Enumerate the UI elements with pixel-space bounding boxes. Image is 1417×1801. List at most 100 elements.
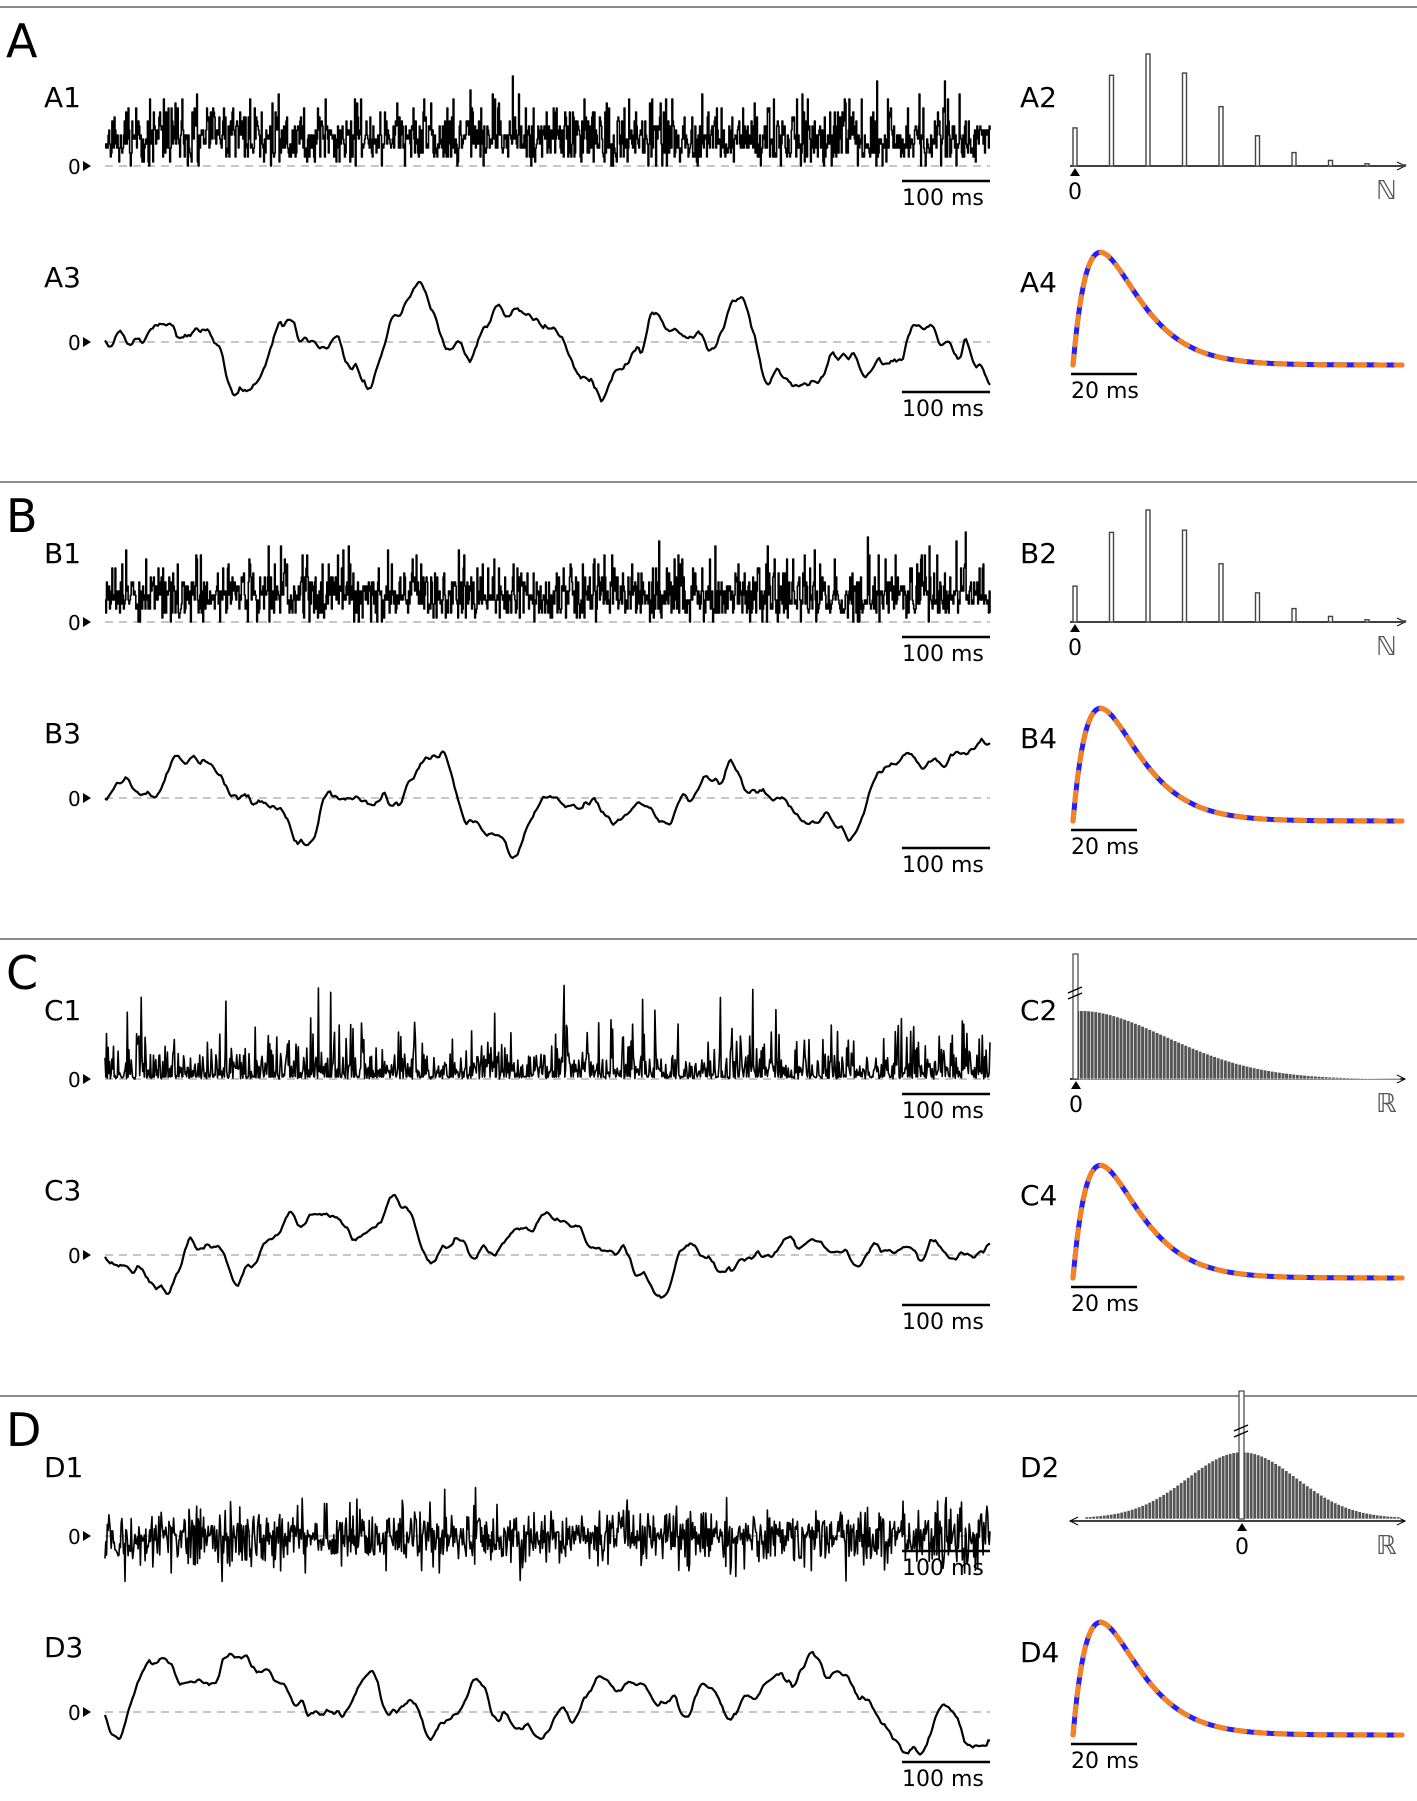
hist-bar <box>1079 1010 1084 1080</box>
hist-bar <box>1382 1515 1387 1520</box>
hist-bar <box>1363 1077 1368 1080</box>
zero-tick-label: 0 <box>68 1068 81 1092</box>
autocorr-theory-line <box>1070 1619 1405 1738</box>
subpanel-label: A2 <box>1020 81 1057 114</box>
hist-bar <box>1214 1458 1219 1520</box>
hist-bar <box>1161 1494 1166 1520</box>
hist-bar <box>1116 1512 1121 1520</box>
hist-bar <box>1084 1516 1089 1520</box>
hist-bar <box>1320 1076 1325 1080</box>
zero-arrow-icon <box>83 793 91 803</box>
dist-bar <box>1218 105 1224 167</box>
hist-bar <box>1205 1053 1210 1080</box>
autocorr-scalebar-label: 20 ms <box>1071 835 1139 860</box>
hist-bar <box>1313 1075 1318 1080</box>
hist-bar <box>1109 1514 1114 1520</box>
hist-bar <box>1356 1077 1361 1080</box>
hist-bar <box>1315 1492 1320 1520</box>
hist-bar <box>1172 1040 1178 1080</box>
hist-bar <box>1385 1515 1390 1520</box>
hist-bar <box>1196 1469 1201 1520</box>
trace-line <box>104 1486 991 1583</box>
dist-bar <box>1181 72 1188 167</box>
trace-line <box>104 984 991 1080</box>
hist-bar <box>1217 1457 1222 1520</box>
dist-bar <box>1364 619 1370 623</box>
hist-bar <box>1249 1452 1254 1520</box>
hist-bar <box>1294 1477 1299 1520</box>
subpanel-label: C1 <box>44 994 81 1027</box>
dist-bar <box>1364 163 1370 167</box>
hist-bar <box>1137 1506 1142 1520</box>
hist-bar <box>1342 1077 1347 1080</box>
panel-letter: B <box>6 489 38 543</box>
axis-break-icon <box>1233 1424 1249 1438</box>
hist-bar <box>1266 1459 1271 1520</box>
hist-bar <box>1221 1455 1226 1520</box>
dist-bar <box>1254 135 1261 167</box>
hist-bar <box>1201 1052 1206 1080</box>
hist-bar <box>1086 1010 1091 1080</box>
hist-bar <box>1266 1070 1271 1080</box>
hist-bar <box>1097 1012 1102 1080</box>
hist-bar <box>1126 1510 1131 1520</box>
trace-scalebar-label: 100 ms <box>902 1310 984 1335</box>
autocorr-theory-line <box>1070 1162 1405 1281</box>
zero-arrow-icon <box>83 1531 91 1541</box>
dist-bar <box>1291 607 1297 623</box>
dist-zero-label: 0 <box>1068 180 1082 205</box>
dist-bar <box>1291 151 1297 167</box>
hist-bar <box>1309 1075 1314 1080</box>
axis-arrow-icon <box>1396 1074 1407 1084</box>
hist-bar <box>1098 1515 1103 1520</box>
hist-bar <box>1230 1062 1235 1080</box>
hist-bar <box>1122 1019 1127 1080</box>
zero-spike-bar <box>1238 1390 1245 1520</box>
hist-bar <box>1133 1023 1138 1080</box>
hist-bar <box>1228 1453 1233 1520</box>
subpanel-label: D1 <box>44 1451 83 1484</box>
hist-bar <box>1186 1477 1191 1520</box>
hist-bar <box>1158 1496 1163 1520</box>
hist-bar <box>1147 1502 1152 1520</box>
dist-zero-label: 0 <box>1068 636 1082 661</box>
hist-bar <box>1357 1511 1362 1520</box>
hist-bar <box>1182 1479 1187 1520</box>
hist-bar <box>1352 1077 1358 1080</box>
hist-bar <box>1368 1513 1373 1520</box>
panel-b: BB1 0 100 ms B3 0 100 ms B2 0 ℕ B4 20 ms <box>0 481 1417 878</box>
hist-bar <box>1298 1480 1303 1520</box>
hist-bar <box>1273 1071 1278 1080</box>
hist-bar <box>1082 1010 1088 1080</box>
dist-bar <box>1072 585 1078 623</box>
trace-line <box>105 531 991 623</box>
hist-bar <box>1203 1464 1208 1520</box>
dist-bar <box>1327 615 1334 623</box>
zero-arrow-icon <box>1237 1523 1247 1531</box>
smoothed-trace-line <box>104 1193 991 1299</box>
hist-bar <box>1115 1016 1120 1080</box>
dist-bar <box>1145 509 1151 623</box>
hist-bar <box>1105 1514 1110 1520</box>
dist-bar <box>1327 159 1334 167</box>
hist-bar <box>1180 1043 1185 1080</box>
hist-bar <box>1288 1073 1293 1080</box>
hist-bar <box>1154 1032 1160 1080</box>
hist-bar <box>1140 1026 1145 1080</box>
hist-bar <box>1326 1499 1331 1520</box>
autocorr-scalebar-label: 20 ms <box>1071 379 1139 404</box>
trace-scalebar-label: 100 ms <box>902 1556 984 1581</box>
hist-bar <box>1340 1505 1345 1520</box>
hist-bar <box>1223 1059 1228 1080</box>
panel-letter: D <box>6 1403 41 1457</box>
hist-bar <box>1378 1515 1383 1520</box>
hist-bar <box>1168 1489 1173 1520</box>
hist-bar <box>1277 1072 1282 1080</box>
subpanel-label: D2 <box>1020 1451 1059 1484</box>
hist-bar <box>1302 1075 1307 1080</box>
hist-bar <box>1350 1509 1355 1520</box>
hist-bar <box>1095 1515 1100 1520</box>
hist-bar <box>1361 1512 1366 1520</box>
axis-break-icon <box>1067 986 1083 1000</box>
hist-bar <box>1154 1498 1159 1520</box>
